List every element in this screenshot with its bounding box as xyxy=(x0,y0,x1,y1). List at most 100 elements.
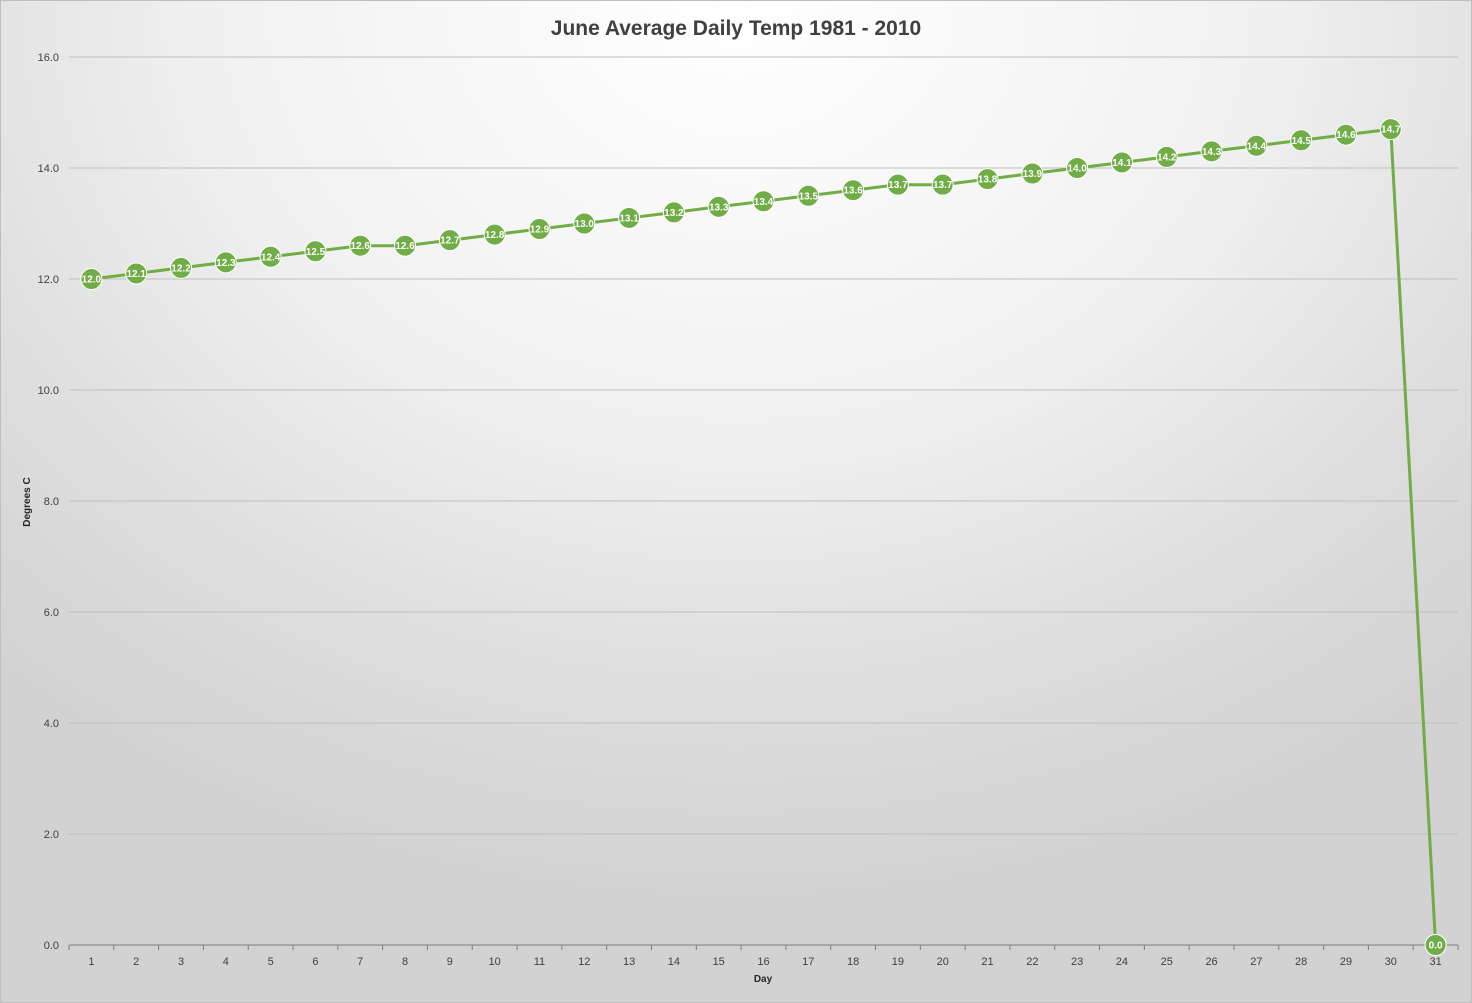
x-tick-label: 3 xyxy=(178,956,184,968)
data-label: 13.5 xyxy=(799,191,819,202)
x-tick-label: 12 xyxy=(578,956,590,968)
data-label: 13.7 xyxy=(933,180,953,191)
data-label: 14.2 xyxy=(1157,152,1177,163)
data-point xyxy=(1155,145,1178,168)
data-point xyxy=(707,195,730,218)
data-label: 0.0 xyxy=(1429,941,1443,952)
x-tick-label: 22 xyxy=(1026,956,1038,968)
x-tick-label: 28 xyxy=(1295,956,1307,968)
data-point xyxy=(752,190,775,213)
y-tick-label: 0.0 xyxy=(44,940,59,952)
y-tick-label: 2.0 xyxy=(44,829,59,841)
x-tick-label: 8 xyxy=(402,956,408,968)
data-label: 12.9 xyxy=(530,225,550,236)
data-point xyxy=(304,240,327,263)
data-point xyxy=(80,268,103,290)
x-tick-label: 26 xyxy=(1205,956,1217,968)
data-label: 13.7 xyxy=(888,180,908,191)
x-tick-label: 17 xyxy=(802,956,814,968)
x-tick-label: 30 xyxy=(1385,956,1397,968)
data-point xyxy=(214,251,237,274)
x-tick-label: 29 xyxy=(1340,956,1352,968)
data-label: 12.4 xyxy=(261,252,281,263)
data-point xyxy=(438,229,461,252)
data-label: 13.9 xyxy=(1023,169,1043,180)
x-axis-tick-labels: 1 2 3 4 5 6 7 8 9 10 11 12 13 14 15 16 17 18 19 20 21 22 23 24 2… xyxy=(88,956,1441,968)
data-label: 13.0 xyxy=(575,219,595,230)
y-axis-title: Degrees C xyxy=(22,477,33,526)
data-label: 12.7 xyxy=(440,236,460,247)
data-point xyxy=(1424,934,1447,956)
x-tick-label: 10 xyxy=(489,956,501,968)
gridlines xyxy=(69,56,1458,835)
x-tick-label: 7 xyxy=(357,956,363,968)
x-tick-label: 11 xyxy=(534,956,545,968)
data-label: 12.5 xyxy=(306,247,326,258)
data-point xyxy=(797,184,820,207)
data-label: 12.2 xyxy=(171,263,191,274)
x-tick-label: 24 xyxy=(1116,956,1128,968)
x-tick-label: 14 xyxy=(668,956,680,968)
data-label: 12.3 xyxy=(216,258,236,269)
data-label: 14.5 xyxy=(1291,136,1311,147)
x-tick-label: 15 xyxy=(713,956,725,968)
x-tick-label: 25 xyxy=(1161,956,1173,968)
data-label: 13.3 xyxy=(709,202,729,213)
x-tick-label: 31 xyxy=(1429,956,1441,968)
series-line xyxy=(91,127,1438,946)
y-tick-label: 14.0 xyxy=(38,163,59,175)
y-tick-label: 16.0 xyxy=(38,52,59,64)
data-label: 13.1 xyxy=(619,213,639,224)
x-tick-label: 27 xyxy=(1250,956,1262,968)
x-tick-label: 16 xyxy=(757,956,769,968)
data-point xyxy=(349,234,372,257)
data-label: 12.1 xyxy=(126,269,146,280)
data-point xyxy=(1245,134,1268,157)
data-point xyxy=(170,256,193,279)
x-tick-label: 4 xyxy=(223,956,229,968)
x-tick-label: 21 xyxy=(981,956,993,968)
data-label: 12.6 xyxy=(351,241,371,252)
data-point xyxy=(931,173,954,196)
x-tick-label: 1 xyxy=(88,956,94,968)
data-label: 12.8 xyxy=(485,230,505,241)
data-point xyxy=(1334,123,1357,146)
data-label: 14.6 xyxy=(1336,130,1356,141)
data-point xyxy=(618,206,641,229)
data-label: 13.2 xyxy=(664,208,684,219)
x-tick-label: 18 xyxy=(847,956,859,968)
x-axis xyxy=(68,944,1459,950)
data-point xyxy=(1110,151,1133,174)
data-point xyxy=(483,223,506,246)
y-tick-label: 6.0 xyxy=(44,607,59,619)
x-tick-label: 9 xyxy=(447,956,453,968)
data-label: 14.1 xyxy=(1112,158,1132,169)
y-tick-label: 8.0 xyxy=(44,496,59,508)
data-label: 12.0 xyxy=(82,275,102,286)
data-point xyxy=(1066,157,1089,179)
data-point xyxy=(1200,140,1223,163)
data-point xyxy=(1021,162,1044,185)
data-point xyxy=(394,234,417,257)
data-label: 12.6 xyxy=(395,241,415,252)
data-label: 13.6 xyxy=(843,186,863,197)
data-point xyxy=(886,173,909,196)
data-point xyxy=(842,179,865,202)
x-tick-label: 13 xyxy=(623,956,635,968)
x-tick-label: 5 xyxy=(268,956,274,968)
data-label: 14.4 xyxy=(1247,141,1267,152)
chart-title: June Average Daily Temp 1981 - 2010 xyxy=(551,17,921,40)
data-label: 14.7 xyxy=(1381,125,1401,136)
x-axis-title: Day xyxy=(754,974,773,985)
data-label: 13.4 xyxy=(754,197,774,208)
x-tick-label: 23 xyxy=(1071,956,1083,968)
y-tick-label: 12.0 xyxy=(38,274,59,286)
data-point xyxy=(125,262,148,285)
x-tick-label: 19 xyxy=(892,956,904,968)
data-point xyxy=(662,201,685,224)
data-point xyxy=(259,245,282,268)
data-point xyxy=(1290,129,1313,152)
y-axis: 0.0 2.0 4.0 6.0 8.0 10.0 12.0 14.0 16.0 xyxy=(38,52,59,952)
